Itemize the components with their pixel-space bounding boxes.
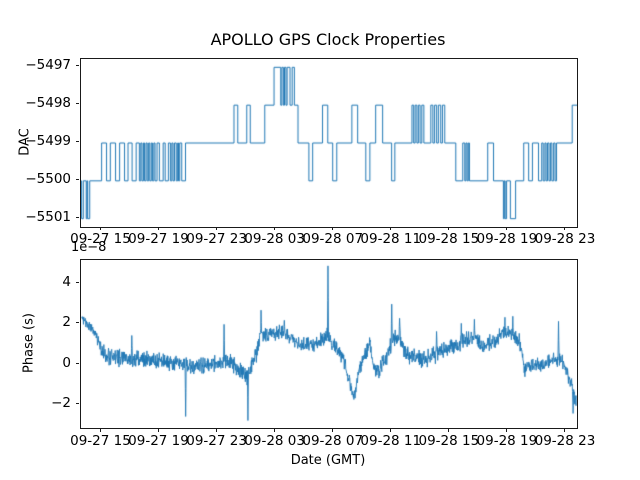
x-tick-label: 09-27 15 [70,231,131,248]
x-tick-mark [564,226,566,231]
y-tick-label: −2 [51,395,71,412]
x-tick-label: 09-27 19 [128,432,189,449]
x-tick-mark [448,428,450,432]
y-tick-mark [75,178,79,180]
x-tick-label: 09-28 19 [476,231,538,248]
x-tick-mark [332,428,334,432]
x-tick-mark [390,226,392,231]
x-tick-label: 09-27 23 [186,231,247,248]
x-tick-mark [332,226,334,231]
x-tick-mark [274,428,276,432]
y-tick-label: −5498 [25,95,71,112]
y-tick-mark [75,281,79,283]
y-tick-label: −5501 [25,208,71,225]
dac-plot-area [80,57,578,228]
x-tick-mark [390,428,392,432]
x-tick-mark [158,226,160,231]
dac-step-line [81,58,577,227]
x-tick-label: 09-28 23 [534,231,596,248]
y-tick-label: −5499 [25,133,71,150]
phase-plot-area [80,259,578,430]
x-tick-mark [506,226,508,231]
y-tick-mark [75,65,79,67]
x-tick-label: 09-27 15 [70,432,131,449]
y-tick-label: 4 [62,273,71,290]
x-tick-label: 09-28 07 [302,432,364,449]
y-tick-mark [75,103,79,105]
x-tick-label: 09-28 07 [302,231,364,248]
x-tick-mark [448,226,450,231]
y-tick-mark [75,362,79,364]
x-tick-label: 09-28 19 [476,432,538,449]
x-tick-mark [216,226,218,231]
x-tick-label: 09-27 19 [128,231,189,248]
x-tick-label: 09-28 03 [244,432,305,449]
x-tick-label: 09-28 23 [534,432,596,449]
x-tick-mark [564,428,566,432]
phase-offset-label: 1e−8 [71,240,107,255]
x-tick-label: 09-28 03 [244,231,305,248]
x-tick-mark [506,428,508,432]
x-tick-mark [274,226,276,231]
x-axis-label: Date (GMT) [290,453,366,468]
x-tick-label: 09-28 15 [418,432,480,449]
y-tick-mark [75,322,79,324]
chart-title: APOLLO GPS Clock Properties [210,30,446,49]
y-tick-mark [75,403,79,405]
x-tick-label: 09-28 11 [360,432,422,449]
x-tick-label: 09-28 15 [418,231,480,248]
x-tick-mark [158,428,160,432]
y-tick-label: −5497 [25,57,71,74]
x-tick-mark [216,428,218,432]
x-tick-mark [99,428,101,432]
x-tick-mark [99,226,101,231]
y-tick-mark [75,141,79,143]
x-tick-label: 09-27 23 [186,432,247,449]
y-tick-mark [75,216,79,218]
y-tick-label: 2 [62,314,71,331]
x-tick-label: 09-28 11 [360,231,422,248]
y-tick-label: −5500 [25,170,71,187]
y-tick-label: 0 [62,354,71,371]
phase-line [81,260,577,429]
